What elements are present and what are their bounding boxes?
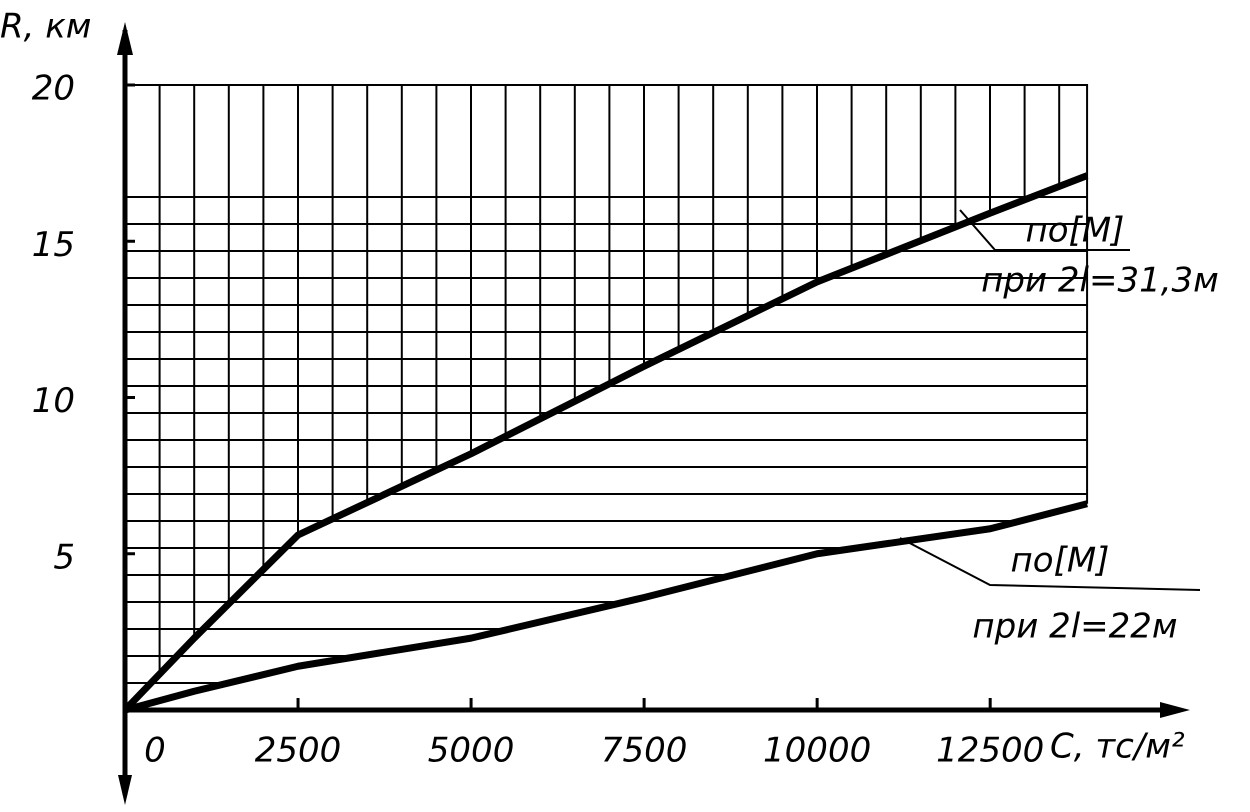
frame xyxy=(125,84,1089,504)
y-tick-label: 15 xyxy=(32,225,75,265)
vertical-hatching xyxy=(125,85,1061,710)
x-tick-label: 2500 xyxy=(255,731,342,771)
data-line xyxy=(122,172,1089,713)
x-tick-label: 0 xyxy=(144,731,166,771)
y-tick-label: 10 xyxy=(32,381,75,421)
x-tick-label: 12500 xyxy=(936,731,1044,771)
y-axis-label: R, км xyxy=(0,7,91,47)
series-name: по[М] xyxy=(1026,211,1125,251)
x-axis-arrow xyxy=(1160,702,1190,718)
horizontal-hatching xyxy=(125,196,1088,710)
leader-line xyxy=(899,537,1201,591)
x-axis-label: C, тс/м² xyxy=(1050,727,1185,767)
y-tick-label: 20 xyxy=(32,69,75,109)
x-tick-label: 10000 xyxy=(763,731,871,771)
data-line xyxy=(124,500,1088,714)
y-axis-arrow xyxy=(117,22,133,55)
leader-line xyxy=(959,209,1130,251)
y-tick-label: 5 xyxy=(53,537,75,577)
y-axis-arrow-down xyxy=(118,775,132,805)
x-tick-label: 7500 xyxy=(601,731,688,771)
x-tick-label: 5000 xyxy=(428,731,515,771)
series-annotation: при 2l=31,3м xyxy=(981,261,1219,301)
series-annotation: при 2l=22м xyxy=(972,607,1177,647)
series-name: по[М] xyxy=(1011,541,1110,581)
